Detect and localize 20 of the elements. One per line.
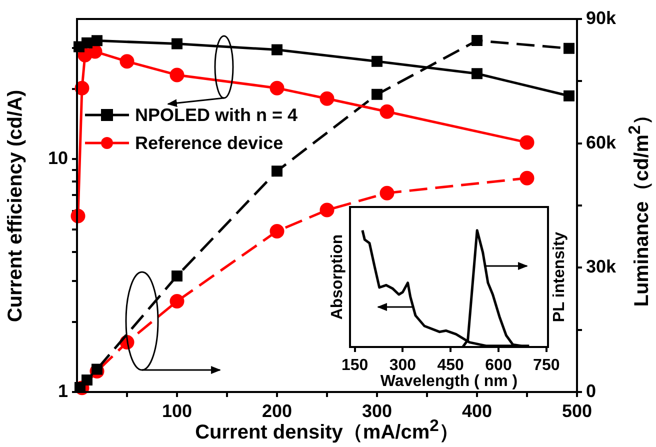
y2-tick-label: 30k xyxy=(586,256,618,277)
x-tick-label: 300 xyxy=(389,357,416,374)
y2-tick-label: 60k xyxy=(586,132,618,152)
x-tick-label: 400 xyxy=(462,400,492,421)
x-tick-label: 150 xyxy=(341,357,368,374)
legend-label: NPOLED with n = 4 xyxy=(135,104,298,126)
y-tick-label: 10 xyxy=(48,148,68,168)
x-tick-label: 500 xyxy=(562,400,592,421)
x-tick-label: 100 xyxy=(162,400,192,421)
y-axis-title: Current efficiency (cd/A) xyxy=(4,89,28,322)
y-axis-title: Absorption xyxy=(329,234,347,320)
y2-tick-label: 0 xyxy=(586,380,596,401)
y-tick-label: 1 xyxy=(58,380,68,401)
y2-axis-title: PL intensity xyxy=(551,232,569,322)
y2-tick-label: 90k xyxy=(586,8,618,28)
x-tick-label: 600 xyxy=(485,357,512,374)
legend-label: Reference device xyxy=(135,132,284,154)
x-tick-label: 750 xyxy=(533,357,560,374)
x-tick-label: 450 xyxy=(437,357,464,374)
x-axis-title: Wavelength ( nm ) xyxy=(380,373,518,391)
